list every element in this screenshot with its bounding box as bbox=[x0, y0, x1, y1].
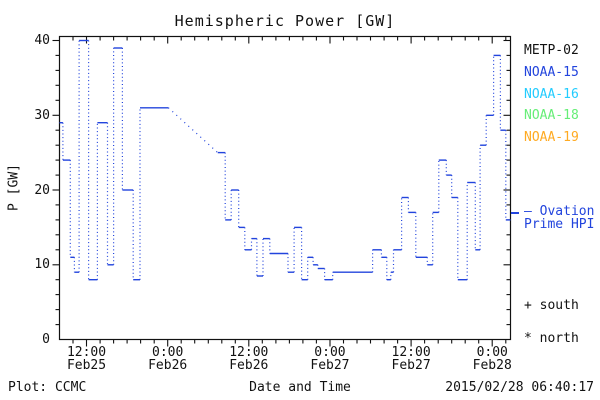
legend-satellite-noaa-15: NOAA-15 bbox=[524, 64, 579, 80]
legend-satellite-metp-02: METP-02 bbox=[524, 43, 579, 58]
legend-satellite-noaa-19: NOAA-19 bbox=[524, 130, 579, 146]
south-marker-annotation: + south bbox=[524, 298, 579, 313]
x-tick-time: 0:00 bbox=[152, 345, 184, 360]
y-tick-label: 10 bbox=[34, 257, 50, 273]
x-tick-time: 0:00 bbox=[314, 345, 346, 360]
x-tick-time: 12:00 bbox=[391, 345, 431, 360]
ovation-legend: — Ovation Prime HPI bbox=[524, 205, 594, 231]
x-tick-label: 12:00 Feb26 bbox=[212, 346, 286, 372]
x-axis-title: Date and Time bbox=[249, 380, 351, 395]
x-tick-time: 0:00 bbox=[476, 345, 508, 360]
chart-title: Hemispheric Power [GW] bbox=[174, 12, 396, 30]
legend-satellite-noaa-18: NOAA-18 bbox=[524, 108, 579, 124]
y-tick-label: 0 bbox=[42, 332, 50, 347]
plot-credit: Plot: CCMC bbox=[8, 380, 87, 395]
x-tick-date: Feb26 bbox=[229, 358, 269, 373]
x-tick-label: 12:00 Feb27 bbox=[374, 346, 448, 372]
x-tick-date: Feb28 bbox=[472, 358, 512, 373]
y-tick-label: 20 bbox=[34, 182, 50, 198]
ovation-line-marker bbox=[511, 212, 519, 214]
x-tick-time: 12:00 bbox=[66, 345, 107, 360]
x-tick-label: 0:00 Feb27 bbox=[293, 346, 367, 372]
x-tick-date: Feb27 bbox=[310, 358, 350, 373]
x-tick-date: Feb25 bbox=[66, 358, 107, 373]
plot-timestamp: 2015/02/28 06:40:17 bbox=[445, 380, 594, 395]
x-tick-label: 0:00 Feb26 bbox=[131, 346, 205, 372]
ovation-legend-line1: — Ovation bbox=[524, 204, 595, 219]
legend-satellite-noaa-16: NOAA-16 bbox=[524, 86, 579, 102]
x-tick-label: 0:00 Feb28 bbox=[455, 346, 529, 372]
y-tick-label: 40 bbox=[34, 33, 50, 48]
x-tick-date: Feb26 bbox=[148, 358, 188, 373]
x-tick-label: 12:00 Feb25 bbox=[50, 346, 124, 372]
x-tick-time: 12:00 bbox=[229, 345, 269, 360]
y-tick-label: 30 bbox=[34, 107, 50, 123]
ovation-legend-line2: Prime HPI bbox=[524, 217, 595, 232]
x-tick-date: Feb27 bbox=[391, 358, 431, 373]
north-marker-annotation: * north bbox=[524, 331, 579, 346]
